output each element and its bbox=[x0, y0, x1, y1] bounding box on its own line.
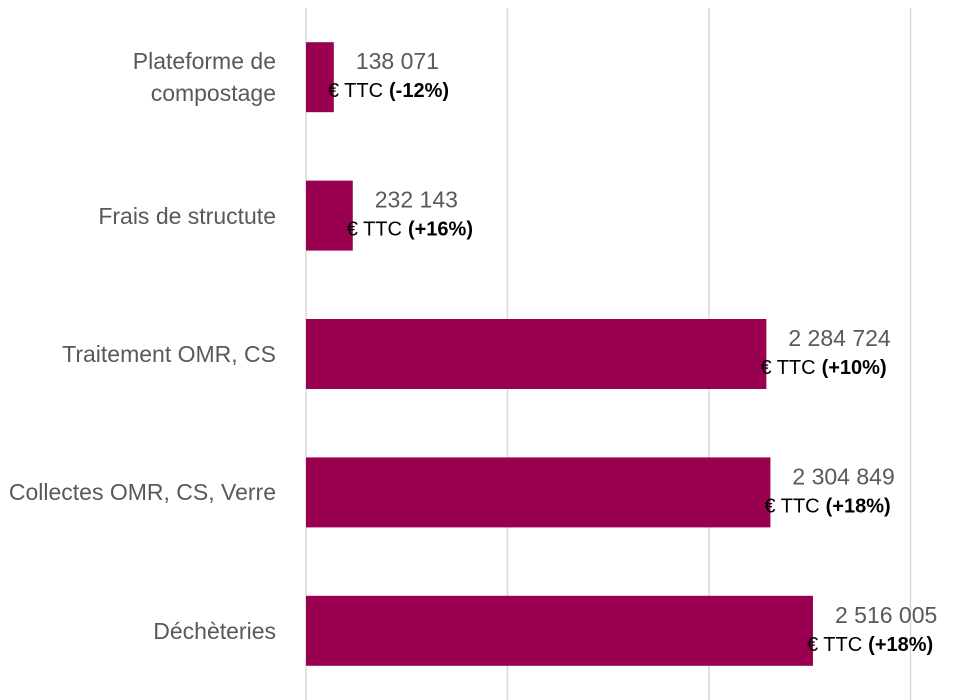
value-unit: € TTC (+18%) bbox=[807, 634, 933, 656]
category-label: Plateforme de compostage bbox=[132, 48, 276, 107]
unit: € TTC bbox=[347, 219, 402, 241]
category-label: Frais de structute bbox=[98, 202, 276, 229]
change: (+16%) bbox=[408, 219, 473, 241]
value-unit: € TTC (+10%) bbox=[760, 357, 886, 379]
category-label: Collectes OMR, CS, Verre bbox=[8, 479, 276, 506]
value-label: 2 284 724 bbox=[788, 325, 891, 351]
unit: € TTC bbox=[764, 495, 819, 517]
unit: € TTC bbox=[328, 80, 383, 102]
bar bbox=[306, 457, 771, 528]
unit: € TTC bbox=[760, 357, 815, 379]
change: (-12%) bbox=[389, 80, 449, 102]
value-label: 232 143 bbox=[375, 187, 458, 213]
unit: € TTC bbox=[807, 634, 862, 656]
bar bbox=[306, 595, 813, 666]
value-unit: € TTC (+18%) bbox=[764, 495, 890, 517]
value-label: 2 516 005 bbox=[835, 602, 937, 628]
value-unit: € TTC (+16%) bbox=[347, 219, 473, 241]
bar bbox=[306, 180, 353, 251]
category-label: Déchèteries bbox=[153, 617, 276, 644]
bar bbox=[306, 319, 767, 389]
value-label: 138 071 bbox=[356, 48, 439, 74]
change: (+10%) bbox=[822, 357, 887, 379]
bar bbox=[306, 42, 334, 113]
change: (+18%) bbox=[826, 495, 891, 517]
category-label: Traitement OMR, CS bbox=[62, 341, 276, 367]
value-unit: € TTC (-12%) bbox=[328, 80, 449, 102]
change: (+18%) bbox=[868, 634, 933, 656]
value-label: 2 304 849 bbox=[792, 463, 894, 489]
